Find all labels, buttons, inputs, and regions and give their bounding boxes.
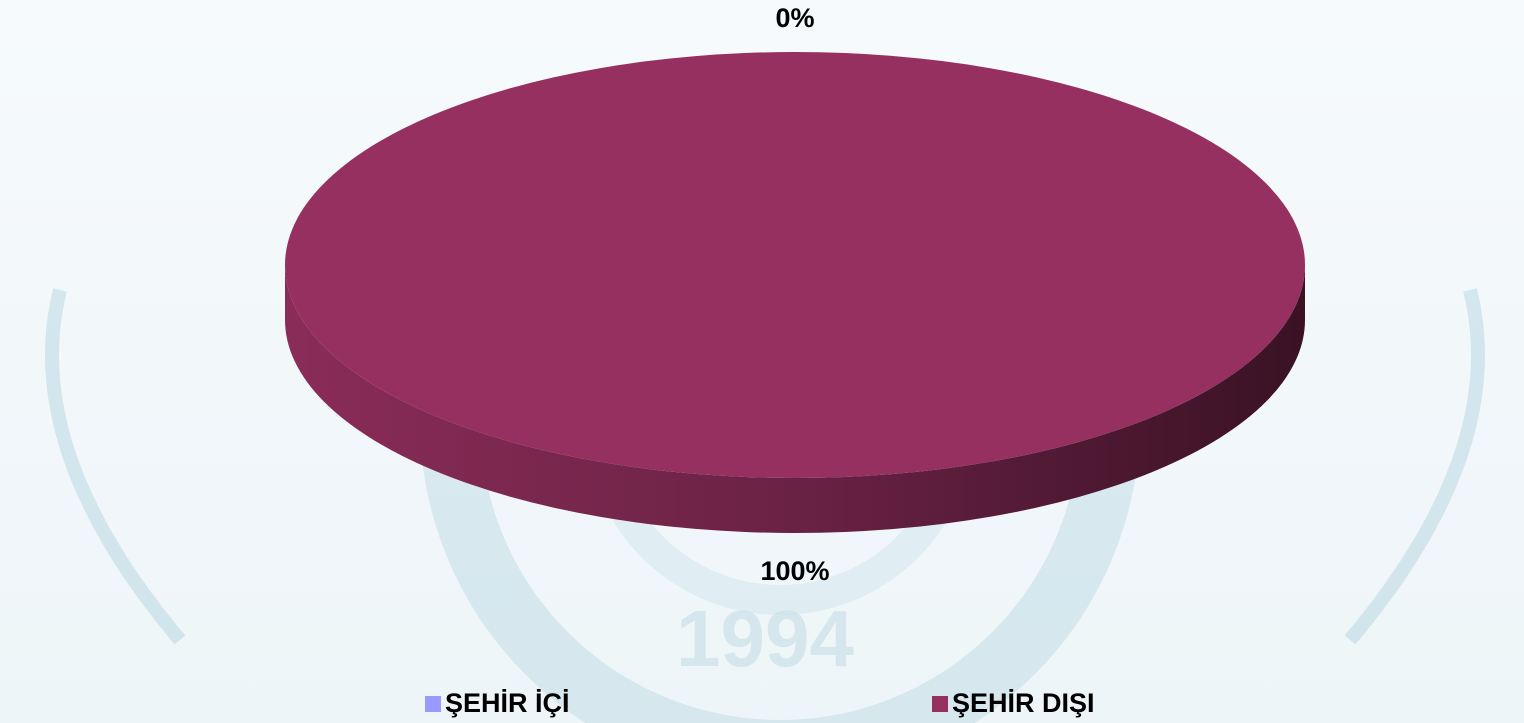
data-label: 100% — [760, 556, 829, 586]
chart: 1994 0% 100% ŞEHİR İÇİ ŞEHİR DIŞI — [0, 0, 1524, 723]
legend-swatch — [932, 696, 948, 712]
legend-label: ŞEHİR DIŞI — [952, 688, 1095, 718]
legend-swatch — [425, 696, 441, 712]
data-label: 0% — [775, 3, 814, 33]
pie-slice — [285, 52, 1305, 478]
legend-label: ŞEHİR İÇİ — [445, 688, 570, 718]
watermark-text: 1994 — [676, 594, 854, 683]
